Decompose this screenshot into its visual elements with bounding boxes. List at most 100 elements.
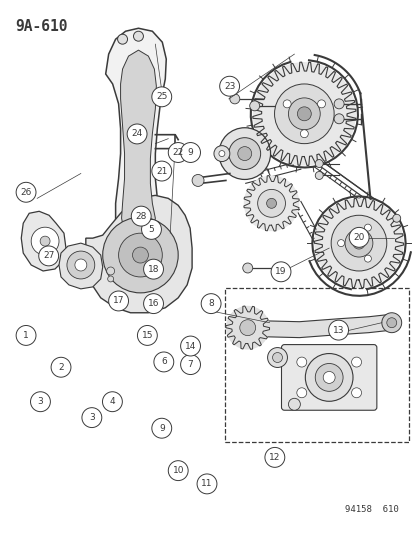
Circle shape	[102, 392, 122, 411]
Circle shape	[315, 172, 323, 180]
Circle shape	[143, 294, 163, 313]
Circle shape	[344, 229, 372, 257]
Circle shape	[229, 94, 239, 104]
Circle shape	[31, 392, 50, 411]
Circle shape	[168, 142, 188, 163]
Circle shape	[352, 237, 364, 249]
Text: 3: 3	[38, 397, 43, 406]
Circle shape	[218, 128, 270, 180]
Circle shape	[192, 174, 204, 187]
Circle shape	[214, 146, 229, 161]
Circle shape	[218, 151, 224, 157]
Circle shape	[315, 364, 342, 391]
Text: 28: 28	[135, 212, 147, 221]
Circle shape	[16, 326, 36, 345]
Circle shape	[107, 267, 114, 275]
Text: 21: 21	[156, 166, 167, 175]
Circle shape	[297, 107, 311, 121]
Text: 9A-610: 9A-610	[15, 19, 68, 34]
Circle shape	[243, 175, 299, 231]
Circle shape	[133, 31, 143, 41]
Circle shape	[108, 291, 128, 311]
Circle shape	[363, 224, 370, 231]
Circle shape	[242, 263, 252, 273]
Circle shape	[313, 198, 403, 288]
Circle shape	[137, 326, 157, 345]
Circle shape	[300, 130, 308, 138]
Circle shape	[317, 100, 325, 108]
Text: 18: 18	[147, 265, 159, 273]
Circle shape	[349, 228, 368, 247]
Polygon shape	[85, 196, 192, 313]
Circle shape	[272, 352, 282, 362]
Text: 17: 17	[113, 296, 124, 305]
Circle shape	[39, 246, 59, 266]
Text: 4: 4	[109, 397, 115, 406]
Circle shape	[201, 294, 221, 313]
Circle shape	[152, 161, 171, 181]
Text: 23: 23	[223, 82, 235, 91]
FancyBboxPatch shape	[281, 345, 376, 410]
Text: 16: 16	[147, 299, 159, 308]
Circle shape	[40, 236, 50, 246]
Polygon shape	[21, 211, 66, 271]
Circle shape	[266, 198, 276, 208]
Text: 5: 5	[148, 225, 154, 234]
Text: 8: 8	[208, 299, 214, 308]
Text: 11: 11	[201, 479, 212, 488]
Text: 6: 6	[161, 358, 166, 367]
Circle shape	[237, 147, 251, 160]
Text: 3: 3	[89, 413, 95, 422]
Text: 1: 1	[23, 331, 29, 340]
Text: 22: 22	[172, 148, 183, 157]
Circle shape	[392, 214, 400, 222]
Circle shape	[328, 320, 348, 340]
Circle shape	[351, 357, 361, 367]
Circle shape	[168, 461, 188, 481]
Circle shape	[107, 276, 113, 282]
Polygon shape	[231, 315, 388, 337]
Text: 9: 9	[159, 424, 164, 433]
Circle shape	[75, 259, 87, 271]
Polygon shape	[120, 50, 156, 237]
Circle shape	[315, 159, 323, 167]
Bar	[224, 288, 408, 442]
Text: 19: 19	[275, 268, 286, 276]
Circle shape	[225, 306, 269, 350]
Text: 27: 27	[43, 252, 54, 261]
Text: 2: 2	[58, 363, 64, 372]
Circle shape	[271, 262, 290, 282]
Text: 20: 20	[353, 233, 364, 242]
Circle shape	[152, 418, 171, 438]
Polygon shape	[59, 243, 102, 289]
Circle shape	[252, 62, 355, 166]
Circle shape	[305, 353, 352, 401]
Circle shape	[152, 87, 171, 107]
Circle shape	[267, 348, 287, 367]
Circle shape	[154, 352, 173, 372]
Circle shape	[351, 388, 361, 398]
Circle shape	[180, 336, 200, 356]
Circle shape	[363, 255, 370, 262]
Circle shape	[180, 354, 200, 375]
Text: 24: 24	[131, 130, 142, 139]
Circle shape	[274, 84, 333, 144]
Text: 94158  610: 94158 610	[344, 505, 398, 514]
Text: 15: 15	[141, 331, 153, 340]
Circle shape	[132, 247, 148, 263]
Circle shape	[67, 251, 95, 279]
Circle shape	[16, 182, 36, 202]
Circle shape	[288, 98, 320, 130]
Circle shape	[219, 76, 239, 96]
Circle shape	[330, 215, 386, 271]
Circle shape	[249, 101, 259, 111]
Text: 7: 7	[187, 360, 193, 369]
Circle shape	[333, 99, 343, 109]
Circle shape	[337, 240, 344, 247]
Text: 14: 14	[185, 342, 196, 351]
Circle shape	[296, 357, 306, 367]
Circle shape	[141, 220, 161, 239]
Circle shape	[51, 357, 71, 377]
Circle shape	[239, 320, 255, 336]
Circle shape	[386, 318, 396, 328]
